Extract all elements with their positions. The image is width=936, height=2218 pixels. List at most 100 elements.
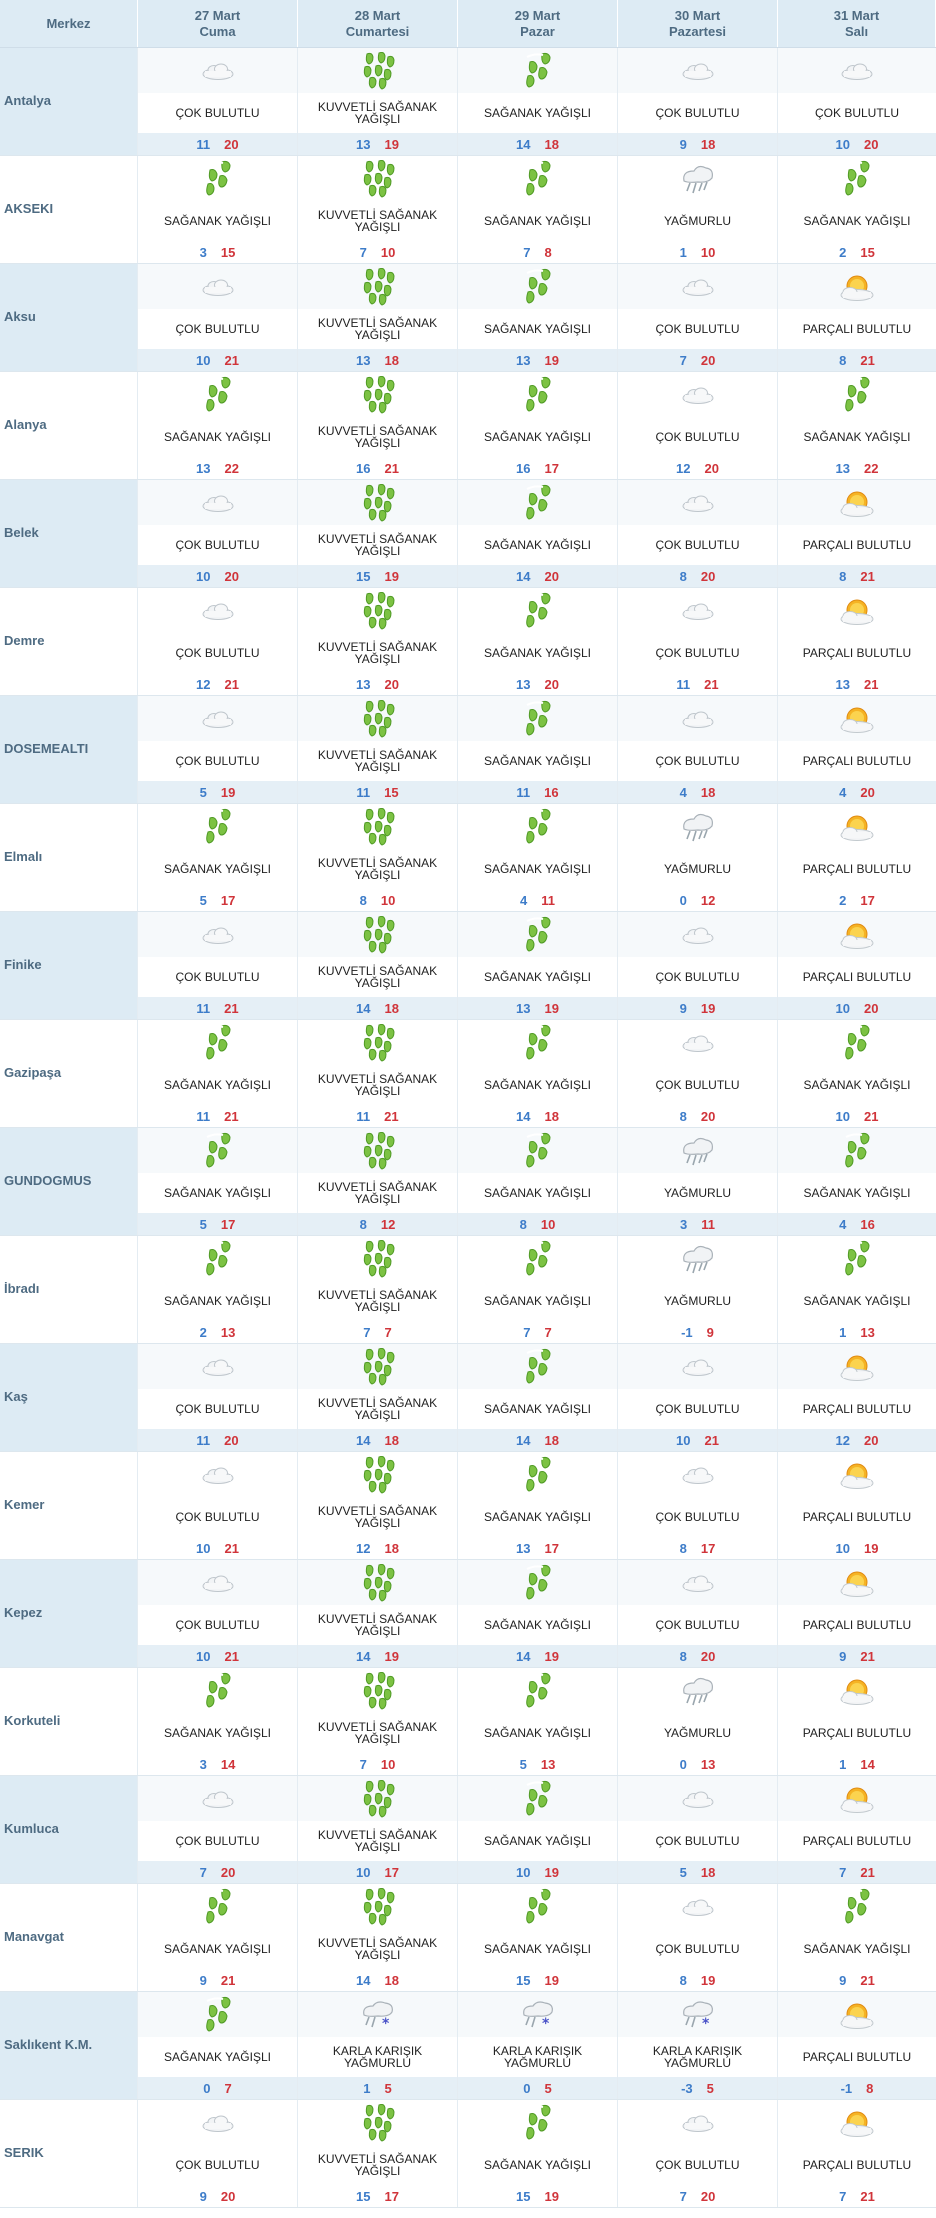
temp-low: 13 xyxy=(516,676,531,692)
city-name[interactable]: SERIK xyxy=(0,2100,138,2207)
city-name[interactable]: Saklıkent K.M. xyxy=(0,1992,138,2099)
city-name[interactable]: Kemer xyxy=(0,1452,138,1559)
temp-high: 18 xyxy=(384,352,399,368)
temp-low: 0 xyxy=(679,892,687,908)
forecast-cell: SAĞANAK YAĞIŞLI 7 8 xyxy=(458,156,618,263)
temp-low: 2 xyxy=(199,1324,207,1340)
city-name[interactable]: Antalya xyxy=(0,48,138,155)
temp-low: 1 xyxy=(679,244,687,260)
city-name[interactable]: Korkuteli xyxy=(0,1668,138,1775)
temperature-range: 3 15 xyxy=(138,241,297,263)
weather-description: ÇOK BULUTLU xyxy=(778,93,936,133)
rain-shower-icon xyxy=(458,1344,617,1389)
temp-low: 14 xyxy=(356,1648,371,1664)
temperature-range: 12 20 xyxy=(618,457,777,479)
forecast-cell: ÇOK BULUTLU 8 19 xyxy=(618,1884,778,1991)
temperature-range: 1 14 xyxy=(778,1753,936,1775)
temp-low: 14 xyxy=(516,568,531,584)
temp-low: 8 xyxy=(519,1216,527,1232)
forecast-cell: SAĞANAK YAĞIŞLI 3 14 xyxy=(138,1668,298,1775)
temp-high: 15 xyxy=(220,244,236,260)
city-name[interactable]: Finike xyxy=(0,912,138,1019)
city-name[interactable]: Aksu xyxy=(0,264,138,371)
temperature-range: 13 21 xyxy=(778,673,936,695)
weather-description: KUVVETLİ SAĞANAK YAĞIŞLI xyxy=(317,1720,438,1746)
weather-description: SAĞANAK YAĞIŞLI xyxy=(164,1294,271,1308)
weather-description: PARÇALI BULUTLU xyxy=(778,1605,936,1645)
weather-description: ÇOK BULUTLU xyxy=(655,430,740,444)
day-date: 31 Mart xyxy=(833,7,880,23)
temperature-range: 8 20 xyxy=(618,1645,777,1667)
svg-text:*: * xyxy=(702,2016,710,2032)
temp-low: 10 xyxy=(835,1108,850,1124)
city-name[interactable]: Alanya xyxy=(0,372,138,479)
city-name[interactable]: DOSEMEALTI xyxy=(0,696,138,803)
weather-description: SAĞANAK YAĞIŞLI xyxy=(164,430,271,444)
temp-high: 20 xyxy=(700,1108,716,1124)
rain-shower-icon xyxy=(778,156,936,201)
forecast-cell: ÇOK BULUTLU 8 17 xyxy=(618,1452,778,1559)
weather-description: PARÇALI BULUTLU xyxy=(778,309,936,349)
temp-low: 10 xyxy=(835,136,850,152)
city-name[interactable]: Gazipaşa xyxy=(0,1020,138,1127)
temp-high: 5 xyxy=(544,2080,552,2096)
weather-description: ÇOK BULUTLU xyxy=(655,1510,740,1524)
temperature-range: 4 11 xyxy=(458,889,617,911)
forecast-cell: SAĞANAK YAĞIŞLI 5 17 xyxy=(138,804,298,911)
city-name[interactable]: Kumluca xyxy=(0,1776,138,1883)
temperature-range: 11 21 xyxy=(618,673,777,695)
temp-high: 10 xyxy=(380,892,396,908)
weather-description: SAĞANAK YAĞIŞLI xyxy=(484,1726,591,1740)
city-name[interactable]: Kaş xyxy=(0,1344,138,1451)
forecast-cell: KUVVETLİ SAĞANAK YAĞIŞLI 14 19 xyxy=(298,1560,458,1667)
temp-low: 10 xyxy=(676,1432,691,1448)
city-name[interactable]: Elmalı xyxy=(0,804,138,911)
temperature-range: 10 19 xyxy=(458,1861,617,1883)
heavy-rain-icon xyxy=(298,804,457,849)
city-name[interactable]: Kepez xyxy=(0,1560,138,1667)
forecast-cell: ÇOK BULUTLU 11 20 xyxy=(138,48,298,155)
forecast-cell: SAĞANAK YAĞIŞLI 16 17 xyxy=(458,372,618,479)
weather-description: KUVVETLİ SAĞANAK YAĞIŞLI xyxy=(317,208,438,234)
temp-low: 3 xyxy=(680,1216,688,1232)
forecast-cell: KUVVETLİ SAĞANAK YAĞIŞLI 11 15 xyxy=(298,696,458,803)
temp-low: 14 xyxy=(516,1108,531,1124)
temperature-range: 0 13 xyxy=(618,1753,777,1775)
temp-high: 13 xyxy=(860,1324,875,1340)
temp-low: 4 xyxy=(679,784,687,800)
cloud-icon xyxy=(618,2100,777,2145)
forecast-cell: KUVVETLİ SAĞANAK YAĞIŞLI 13 19 xyxy=(298,48,458,155)
temp-high: 19 xyxy=(384,136,399,152)
rain-shower-icon xyxy=(458,480,617,525)
rainy-cloud-icon xyxy=(618,156,777,201)
weather-description: SAĞANAK YAĞIŞLI xyxy=(164,214,271,228)
city-name[interactable]: AKSEKI xyxy=(0,156,138,263)
weather-description: SAĞANAK YAĞIŞLI xyxy=(778,1173,936,1213)
temperature-range: 10 21 xyxy=(138,349,297,371)
header-day-1: 27 Mart Cuma xyxy=(138,0,298,47)
forecast-cell: PARÇALI BULUTLU 1 14 xyxy=(778,1668,936,1775)
temp-high: 20 xyxy=(384,676,399,692)
city-name[interactable]: İbradı xyxy=(0,1236,138,1343)
city-name[interactable]: Manavgat xyxy=(0,1884,138,1991)
temp-low: 11 xyxy=(196,1000,211,1016)
temp-high: 20 xyxy=(220,1864,236,1880)
city-name[interactable]: Demre xyxy=(0,588,138,695)
forecast-cell: ÇOK BULUTLU 11 21 xyxy=(138,912,298,1019)
city-name[interactable]: GUNDOGMUS xyxy=(0,1128,138,1235)
temperature-range: 8 17 xyxy=(618,1537,777,1559)
weather-description: PARÇALI BULUTLU xyxy=(802,862,912,876)
weather-description: ÇOK BULUTLU xyxy=(618,1389,777,1429)
temp-low: 14 xyxy=(356,1000,371,1016)
temp-high: 20 xyxy=(220,2188,236,2204)
temp-low: 14 xyxy=(356,1972,371,1988)
temperature-range: 14 18 xyxy=(298,997,457,1019)
city-name[interactable]: Belek xyxy=(0,480,138,587)
forecast-cell: ÇOK BULUTLU 12 20 xyxy=(618,372,778,479)
temp-low: 15 xyxy=(516,1972,531,1988)
temperature-range: -1 8 xyxy=(778,2077,936,2099)
temp-low: 1 xyxy=(839,1756,847,1772)
cloud-icon xyxy=(618,1560,777,1605)
forecast-cell: YAĞMURLU 0 13 xyxy=(618,1668,778,1775)
forecast-cell: PARÇALI BULUTLU 13 21 xyxy=(778,588,936,695)
